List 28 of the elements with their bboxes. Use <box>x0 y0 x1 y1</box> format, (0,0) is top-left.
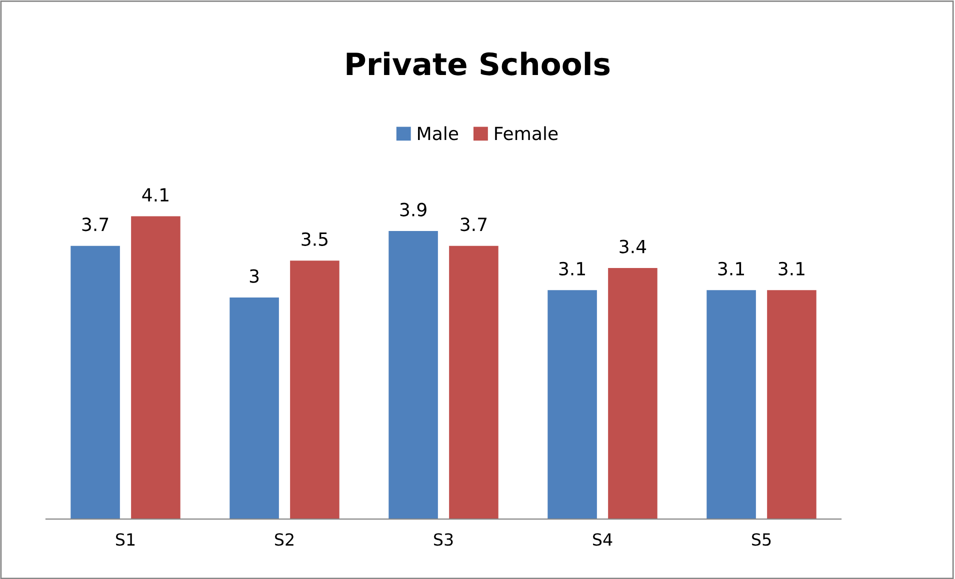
bar <box>230 298 279 520</box>
data-label: 3.9 <box>400 202 426 216</box>
bar <box>767 290 816 520</box>
x-tick-label: S5 <box>752 533 771 546</box>
x-tick-label: S3 <box>434 533 453 546</box>
legend-label: Female <box>495 126 558 140</box>
data-label: 3.7 <box>460 218 487 232</box>
data-label: 3.1 <box>559 262 585 276</box>
bar <box>388 231 438 520</box>
data-label: 3.1 <box>778 262 804 276</box>
chart-title: Private Schools <box>346 52 610 76</box>
bar <box>290 260 340 520</box>
data-label: 3.4 <box>620 240 646 254</box>
bar <box>449 246 498 520</box>
bar <box>131 216 180 520</box>
x-tick-label: S2 <box>275 533 294 546</box>
bar <box>70 246 120 520</box>
x-tick-label: S4 <box>593 533 612 546</box>
bar <box>706 290 756 520</box>
x-tick-label: S1 <box>116 533 135 546</box>
data-label: 4.1 <box>142 188 168 202</box>
data-label: 3.5 <box>302 232 328 246</box>
bar <box>608 268 658 520</box>
legend-label: Male <box>418 126 458 140</box>
data-label: 3.7 <box>82 218 108 232</box>
data-label: 3 <box>250 269 259 283</box>
data-label: 3.1 <box>718 262 744 276</box>
bar <box>548 290 597 520</box>
